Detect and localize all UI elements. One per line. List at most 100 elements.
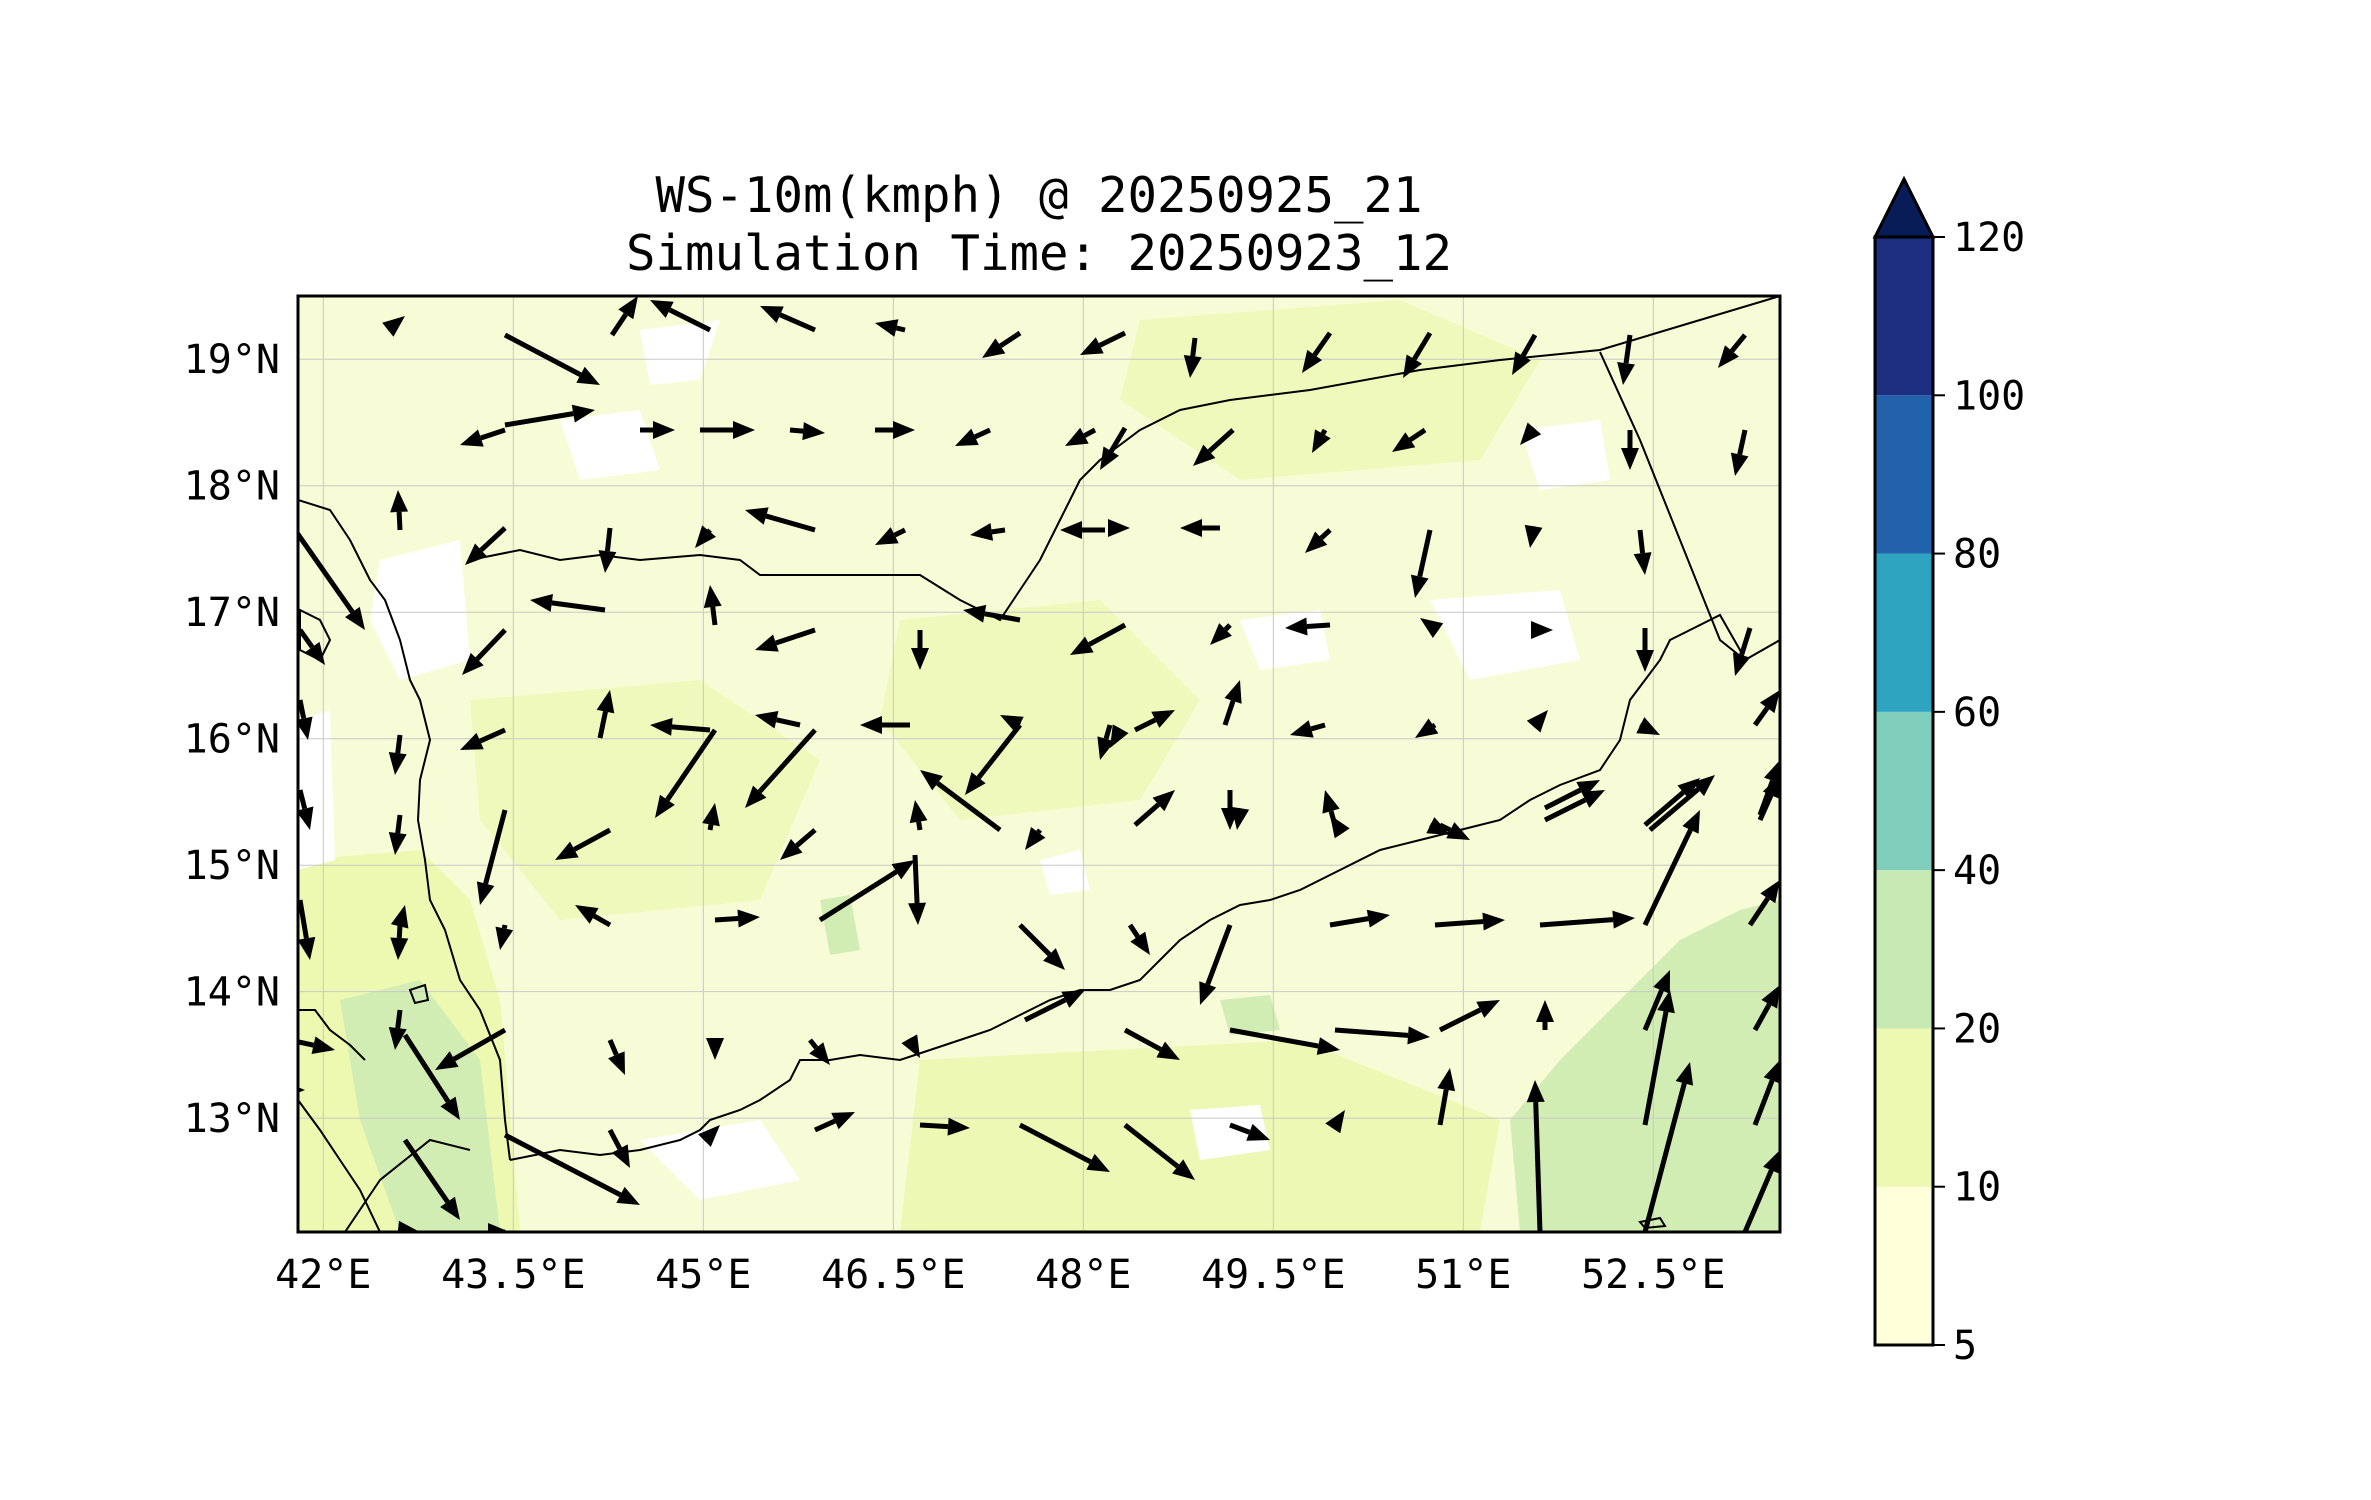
wind-arrow-head-119 — [435, 1051, 459, 1070]
wind-arrow-shaft-4 — [609, 312, 628, 337]
wind-arrow-107 — [1018, 923, 1065, 970]
wind-arrow-89 — [780, 828, 817, 860]
wind-arrow-67 — [1415, 718, 1439, 738]
wind-arrow-113 — [1642, 810, 1700, 927]
wind-arrow-147 — [397, 1220, 420, 1232]
y-tick-label-6: 13°N — [184, 1096, 280, 1142]
socotra-tip — [1638, 1216, 1667, 1230]
wind-arrow-head-90 — [909, 800, 928, 824]
wind-arrow-80 — [1426, 817, 1450, 835]
wind-arrow-head-12 — [1403, 354, 1423, 378]
wind-arrow-shaft-64 — [1103, 724, 1113, 740]
wind-arrow-84 — [298, 789, 314, 830]
wind-arrow-95 — [1330, 815, 1350, 839]
wind-arrow-shaft-107 — [1018, 923, 1052, 957]
wind-arrow-shaft-91 — [936, 781, 1002, 833]
wind-arrow-head-142 — [1325, 1110, 1345, 1134]
wind-arrow-head-24 — [1312, 429, 1331, 453]
wind-arrow-shaft-140 — [1123, 1123, 1180, 1169]
wind-arrow-head-11 — [1302, 349, 1322, 373]
djibouti-border — [344, 1138, 471, 1232]
wind-arrow-head-41 — [1524, 524, 1543, 548]
wind-arrow-head-121 — [706, 1038, 724, 1060]
wind-arrow-head-115 — [390, 937, 409, 960]
wind-arrow-73 — [655, 728, 718, 818]
wind-arrow-head-14 — [1617, 361, 1635, 385]
wind-arrow-head-39 — [1305, 531, 1328, 553]
yemen-saudi-border — [469, 296, 1780, 622]
wind-arrow-head-8 — [982, 338, 1006, 358]
wind-arrow-7 — [875, 319, 906, 337]
wind-arrow-139 — [1018, 1122, 1110, 1172]
horn-coast — [298, 1099, 381, 1232]
wind-arrow-head-68 — [1526, 710, 1548, 733]
wind-arrow-128 — [1438, 1000, 1500, 1033]
wind-arrow-shaft-104 — [714, 915, 739, 923]
y-tick-label-4: 15°N — [184, 843, 280, 889]
wind-arrow-32 — [695, 525, 716, 548]
colorbar-extend-triangle — [1872, 175, 1936, 239]
x-tick-label-4: 48°E — [1035, 1252, 1131, 1298]
y-axis-tick-labels: 19°N 18°N 17°N 16°N 15°N 14°N 13°N — [184, 337, 280, 1142]
wind-arrow-shaft-14 — [1623, 334, 1633, 364]
wind-arrow-head-96 — [1446, 822, 1470, 840]
wind-arrow-54 — [1531, 621, 1553, 639]
wind-arrow-shaft-117 — [298, 1039, 315, 1048]
wind-arrow-28 — [1730, 429, 1749, 476]
wind-arrow-head-18 — [802, 422, 825, 441]
wind-arrow-head-84 — [298, 806, 314, 830]
wind-arrow-head-122 — [809, 1042, 830, 1065]
wind-arrow-head-13 — [1512, 351, 1531, 375]
wind-arrow-head-149 — [1675, 1062, 1694, 1086]
wind-arrow-head-43 — [345, 606, 365, 630]
wind-arrow-shaft-112 — [1539, 917, 1614, 928]
wind-arrow-93 — [1133, 790, 1175, 827]
wind-arrow-head-116 — [388, 1027, 407, 1050]
wind-arrow-127 — [1334, 1026, 1430, 1045]
wind-arrow-head-91 — [920, 770, 943, 791]
y-tick-label-0: 19°N — [184, 337, 280, 383]
colorbar-label-5: 80 — [1953, 532, 2001, 578]
wind-arrow-34 — [875, 527, 907, 545]
field-central-patch — [880, 600, 1200, 820]
wind-arrow-18 — [789, 422, 825, 441]
wind-arrow-head-145 — [1657, 990, 1675, 1014]
colorbar-label-6: 100 — [1953, 373, 2025, 419]
wind-arrow-45 — [530, 593, 606, 613]
wind-arrow-head-37 — [1108, 519, 1130, 537]
wind-arrow-130 — [1642, 970, 1670, 1031]
wind-arrow-shaft-44 — [475, 628, 507, 661]
wind-arrow-shaft-137 — [813, 1118, 836, 1133]
wind-arrow-head-35 — [970, 522, 994, 541]
wind-arrow-shaft-90 — [916, 821, 923, 831]
wind-arrow-head-100 — [298, 936, 316, 960]
wind-arrow-head-38 — [1180, 519, 1202, 537]
wind-arrow-head-70 — [1759, 690, 1780, 714]
wind-arrow-33 — [745, 507, 816, 533]
wind-arrow-head-112 — [1612, 910, 1635, 929]
wind-arrow-shaft-146 — [1752, 1079, 1775, 1126]
wind-arrow-shaft-100 — [298, 899, 309, 939]
wind-arrow-149 — [1642, 1062, 1694, 1232]
wind-arrow-shaft-33 — [765, 513, 816, 533]
wind-arrow-shaft-119 — [452, 1027, 507, 1062]
wind-arrow-head-80 — [1426, 817, 1450, 835]
wind-arrow-shaft-126 — [1229, 1027, 1319, 1049]
wind-arrow-23 — [1193, 428, 1235, 466]
wind-speed-field — [298, 296, 1780, 1232]
wind-arrow-shaft-82 — [1643, 790, 1685, 827]
wind-arrow-shaft-29 — [396, 511, 403, 531]
wind-arrow-head-23 — [1193, 444, 1216, 466]
x-tick-label-3: 46.5°E — [821, 1252, 966, 1298]
wind-arrow-87 — [555, 827, 612, 860]
wind-arrow-shaft-75 — [976, 723, 1022, 780]
farasan-islands — [299, 608, 332, 662]
wind-arrow-shaft-89 — [795, 828, 817, 848]
wind-arrow-head-110 — [1366, 909, 1390, 928]
wind-arrow-99 — [1757, 775, 1780, 822]
wind-arrow-137 — [813, 1112, 855, 1133]
wind-arrow-100 — [298, 899, 316, 960]
wind-arrow-head-102 — [495, 926, 514, 950]
wind-arrow-shaft-109 — [1205, 924, 1233, 986]
wind-arrow-29 — [390, 490, 409, 531]
